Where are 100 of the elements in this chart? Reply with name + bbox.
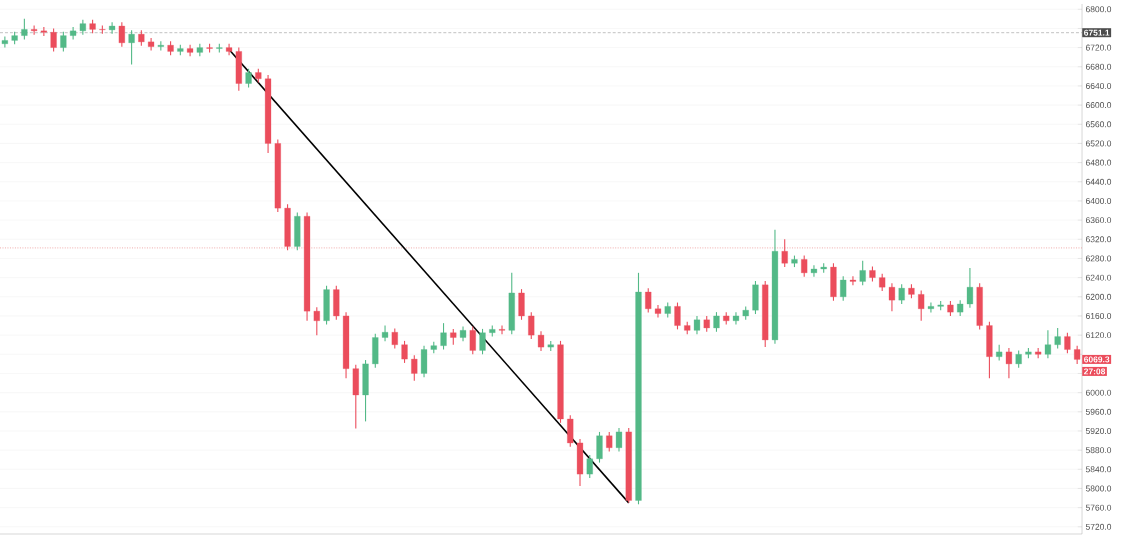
candlestick	[596, 431, 603, 464]
candlestick	[255, 68, 262, 84]
candlestick	[274, 139, 281, 213]
candlestick	[1005, 347, 1012, 379]
candlestick	[693, 315, 701, 335]
y-tick-label: 6640.0	[1085, 82, 1112, 89]
candlestick	[1015, 349, 1022, 369]
candlestick	[781, 238, 788, 268]
y-tick-label: 6800.0	[1085, 6, 1112, 13]
candlestick	[50, 27, 57, 52]
candlestick	[372, 333, 379, 369]
candlestick	[226, 43, 233, 56]
candlestick	[109, 21, 116, 35]
y-tick-label: 6000.0	[1085, 389, 1112, 396]
candlestick	[450, 328, 457, 346]
y-tick-label: 5960.0	[1085, 408, 1112, 415]
candlestick	[148, 37, 155, 52]
candlestick	[498, 324, 506, 335]
candlestick	[60, 31, 67, 52]
candlestick	[323, 285, 330, 326]
y-tick-label: 5880.0	[1085, 447, 1112, 454]
candlestick	[723, 311, 730, 326]
y-tick-label: 6280.0	[1085, 255, 1112, 262]
candlestick	[859, 260, 866, 286]
candlestick	[489, 324, 496, 338]
y-tick-label: 6720.0	[1085, 44, 1112, 51]
y-tick-label: 6600.0	[1085, 102, 1112, 109]
candlestick	[1025, 347, 1032, 359]
candlestick	[411, 354, 418, 382]
text: 27:08	[1084, 368, 1106, 375]
candlestick	[459, 325, 467, 342]
candlestick	[391, 327, 398, 350]
candlestick	[264, 74, 272, 154]
candlestick	[996, 344, 1003, 362]
y-tick-label: 6120.0	[1085, 332, 1112, 339]
y-tick-label: 6520.0	[1085, 140, 1112, 147]
candlestick	[70, 26, 77, 40]
candlestick	[518, 288, 525, 321]
candlestick	[606, 431, 613, 453]
candlestick	[976, 282, 983, 330]
candlestick	[625, 427, 632, 504]
candlestick	[898, 283, 905, 305]
candlestick	[469, 325, 476, 355]
y-tick-label: 6560.0	[1085, 121, 1112, 128]
y-tick-label: 6160.0	[1085, 312, 1112, 319]
candlestick	[187, 44, 194, 57]
candlestick	[703, 315, 710, 333]
y-tick-label: 5760.0	[1085, 504, 1112, 511]
y-tick-label: 6680.0	[1085, 63, 1112, 70]
ref-line-label: 6751.1	[1084, 29, 1110, 36]
candlestick	[479, 328, 486, 355]
candlestick	[440, 322, 447, 351]
candlestick	[762, 280, 769, 348]
y-tick-label: 5920.0	[1085, 427, 1112, 434]
candlestick	[1054, 327, 1061, 350]
candlestick	[1035, 347, 1042, 359]
candlestick	[742, 305, 749, 321]
candlestick	[586, 454, 593, 479]
candlestick	[810, 264, 818, 278]
candlestick	[1064, 332, 1071, 354]
candlestick	[138, 29, 145, 47]
candlestick	[352, 364, 359, 430]
candlestick	[888, 282, 896, 312]
candlestick	[918, 290, 925, 322]
candlestick	[381, 324, 389, 342]
candlestick	[957, 299, 964, 317]
candlestick	[927, 301, 935, 314]
candlestick	[303, 211, 311, 322]
candlestick	[528, 311, 535, 340]
candlestick	[820, 262, 827, 274]
y-tick-label: 6320.0	[1085, 236, 1112, 243]
candlestick	[167, 40, 174, 56]
candlestick	[849, 275, 857, 286]
candlestick	[567, 414, 574, 448]
candlestick	[576, 438, 584, 487]
y-tick-label: 5800.0	[1085, 485, 1112, 492]
candlestick	[908, 283, 915, 299]
candlestick	[986, 321, 993, 379]
candlestick	[830, 262, 837, 302]
candlestick	[537, 330, 545, 352]
candlestick	[40, 26, 47, 37]
candlestick	[645, 287, 652, 314]
candlestick	[547, 340, 554, 352]
candlestick	[21, 18, 28, 40]
candlestick	[1, 36, 8, 49]
candlestick	[635, 272, 642, 505]
candlestick	[294, 211, 301, 251]
candlestick	[313, 306, 320, 336]
candlestick	[508, 272, 515, 335]
candlestick	[732, 311, 740, 326]
y-tick-label: 6400.0	[1085, 197, 1112, 204]
candlestick	[1044, 329, 1051, 359]
candlestick	[284, 203, 291, 251]
candlestick	[937, 300, 944, 311]
y-tick-label: 6360.0	[1085, 217, 1112, 224]
candlestick	[947, 300, 954, 317]
y-tick-label: 6480.0	[1085, 159, 1112, 166]
y-tick-label: 6200.0	[1085, 293, 1112, 300]
candlestick	[235, 47, 242, 92]
candlestick	[420, 345, 428, 378]
